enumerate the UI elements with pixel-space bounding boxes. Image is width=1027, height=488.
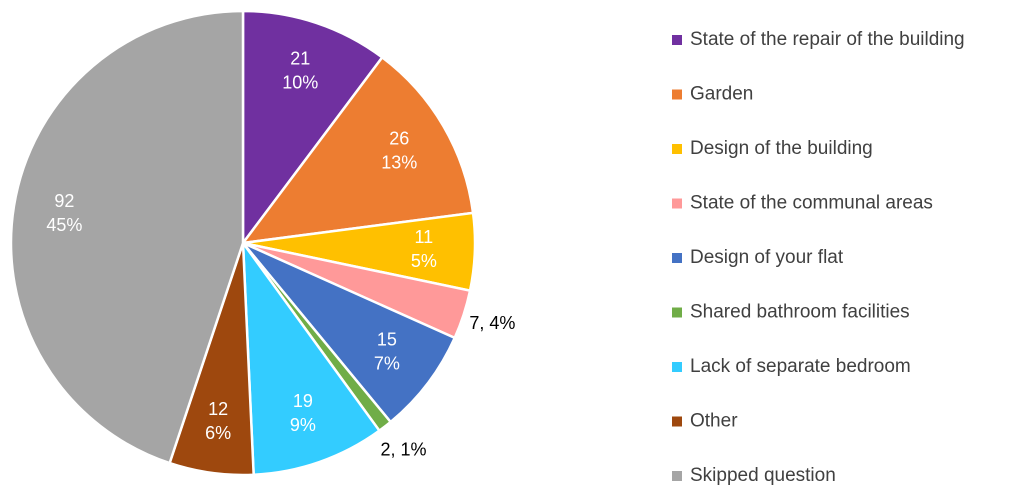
data-label: 19 9% xyxy=(290,391,316,435)
data-label-line: 26 xyxy=(389,128,409,148)
legend-label: Skipped question xyxy=(690,465,836,486)
pie-slice xyxy=(241,238,382,477)
legend-label: Design of the building xyxy=(690,138,873,159)
data-label-line: 5% xyxy=(411,251,437,271)
data-label: 21 10% xyxy=(282,48,318,92)
legend-swatch xyxy=(672,253,682,263)
legend-label: Other xyxy=(690,411,738,432)
legend-swatch xyxy=(672,471,682,481)
legend-label: State of the repair of the building xyxy=(690,29,965,50)
data-label: 11 5% xyxy=(411,227,437,271)
data-label: 7, 4% xyxy=(469,313,515,333)
legend-swatch xyxy=(672,89,682,100)
data-label: 26 13% xyxy=(381,128,417,172)
data-label-line: 13% xyxy=(381,152,417,172)
data-label-line: 92 xyxy=(54,191,74,211)
legend-swatch xyxy=(672,144,682,154)
data-label-line: 2, 1% xyxy=(381,439,427,459)
pie-slice xyxy=(241,9,384,247)
pie-slice xyxy=(9,9,245,465)
legend-label: Shared bathroom facilities xyxy=(690,302,910,323)
data-label: 92 45% xyxy=(46,191,82,235)
data-label-line: 9% xyxy=(290,415,316,435)
legend-swatch xyxy=(672,416,682,427)
data-label-line: 6% xyxy=(205,423,231,443)
data-label-line: 19 xyxy=(293,391,313,411)
pie-slice xyxy=(242,241,457,424)
legend-label: State of the communal areas xyxy=(690,193,933,214)
data-label-line: 45% xyxy=(46,215,82,235)
data-label-line: 15 xyxy=(377,329,397,349)
data-label: 15 7% xyxy=(374,329,400,373)
legend-label: Lack of separate bedroom xyxy=(690,356,911,377)
legend-swatch xyxy=(672,307,682,318)
legend-label: Garden xyxy=(690,84,753,105)
legend-swatch xyxy=(672,198,682,209)
pie-slice xyxy=(240,55,475,245)
legend-swatch xyxy=(672,362,682,372)
legend-label: Design of your flat xyxy=(690,247,844,268)
data-label-line: 10% xyxy=(282,72,318,92)
data-label-line: 12 xyxy=(208,399,228,419)
data-label-line: 7, 4% xyxy=(469,313,515,333)
legend-swatch xyxy=(672,35,682,45)
data-label: 12 6% xyxy=(205,399,231,443)
data-label-line: 21 xyxy=(290,48,310,68)
data-label-line: 11 xyxy=(414,227,433,247)
data-label-line: 7% xyxy=(374,353,400,373)
data-label: 2, 1% xyxy=(381,439,427,459)
